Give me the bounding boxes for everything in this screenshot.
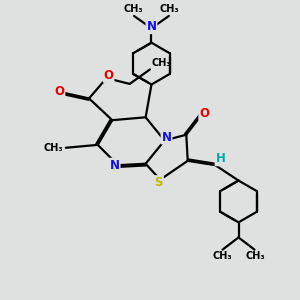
Text: O: O xyxy=(55,85,64,98)
Text: H: H xyxy=(216,152,226,165)
Text: CH₃: CH₃ xyxy=(152,58,171,68)
Text: N: N xyxy=(146,20,157,33)
Text: CH₃: CH₃ xyxy=(44,143,64,153)
Text: CH₃: CH₃ xyxy=(245,251,265,261)
Text: CH₃: CH₃ xyxy=(124,4,143,14)
Text: O: O xyxy=(199,107,209,120)
Text: N: N xyxy=(110,159,120,172)
Text: N: N xyxy=(161,130,172,143)
Text: CH₃: CH₃ xyxy=(160,4,179,14)
Text: CH₃: CH₃ xyxy=(212,251,232,261)
Text: O: O xyxy=(103,69,113,82)
Text: S: S xyxy=(154,176,163,189)
